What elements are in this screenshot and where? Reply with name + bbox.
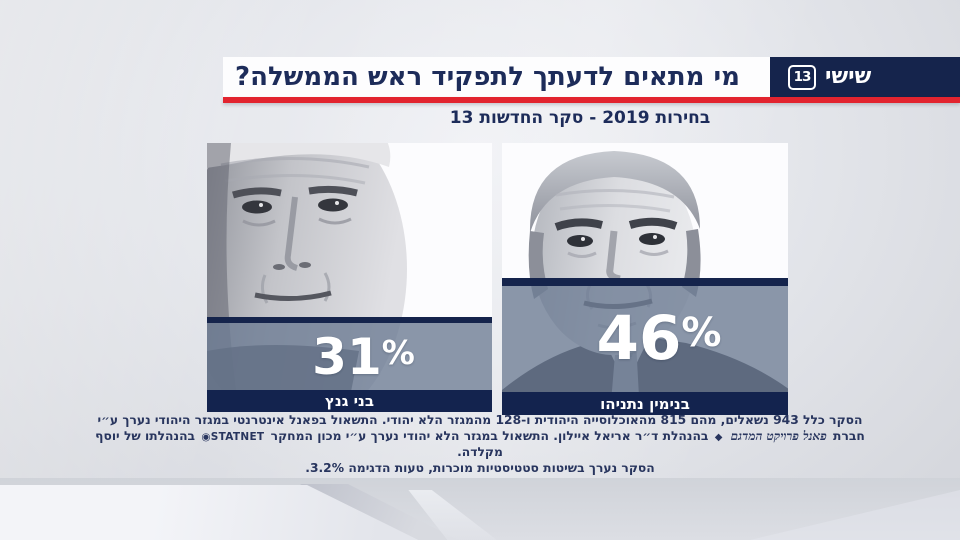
percent-sign: % [681,310,722,357]
footnote-line-1: הסקר כלל 943 נשאלים, מהם 815 מהאוכלוסייה… [97,413,863,427]
percent-number: 31 [312,327,382,386]
methodology-footnote: הסקר כלל 943 נשאלים, מהם 815 מהאוכלוסייה… [80,413,880,476]
candidate-name-gantz: בני גנץ [207,390,492,412]
midgam-panel-logo: פאנל פרויקט המדגם [730,428,827,443]
poll-card-gantz: 31% בני גנץ [207,143,492,412]
title-band: מי מתאים לדעתך לתפקיד ראש הממשלה? [223,57,770,97]
percent-number: 46 [596,303,682,375]
statnet-logo: ◉STATNET [201,430,265,443]
poll-card-netanyahu: 46% בנימין נתניהו [502,143,788,415]
diamond-icon: ◆ [714,431,723,443]
percent-band-gantz: 31% [207,317,492,390]
poll-subtitle: בחירות 2019 - סקר החדשות 13 [449,108,711,128]
red-divider [223,97,960,103]
footnote-line-3: הסקר נערך בשיטות סטטיסטיות מוכרות, טעות … [305,460,655,475]
channel-13-logo-icon: 13 [788,64,816,90]
show-name: שישי [825,64,872,89]
candidate-name-netanyahu: בנימין נתניהו [502,392,788,415]
channel-banner: שישי 13 [770,57,960,97]
percent-sign: % [381,332,415,372]
page-title: מי מתאים לדעתך לתפקיד ראש הממשלה? [235,62,740,92]
percent-value-netanyahu: 46% [596,303,722,375]
percent-band-netanyahu: 46% [502,278,788,392]
footnote-line-2: חברת פאנל פרויקט המדגם ◆ בהנהלת ד״ר אריא… [95,428,865,460]
percent-value-gantz: 31% [312,327,415,386]
